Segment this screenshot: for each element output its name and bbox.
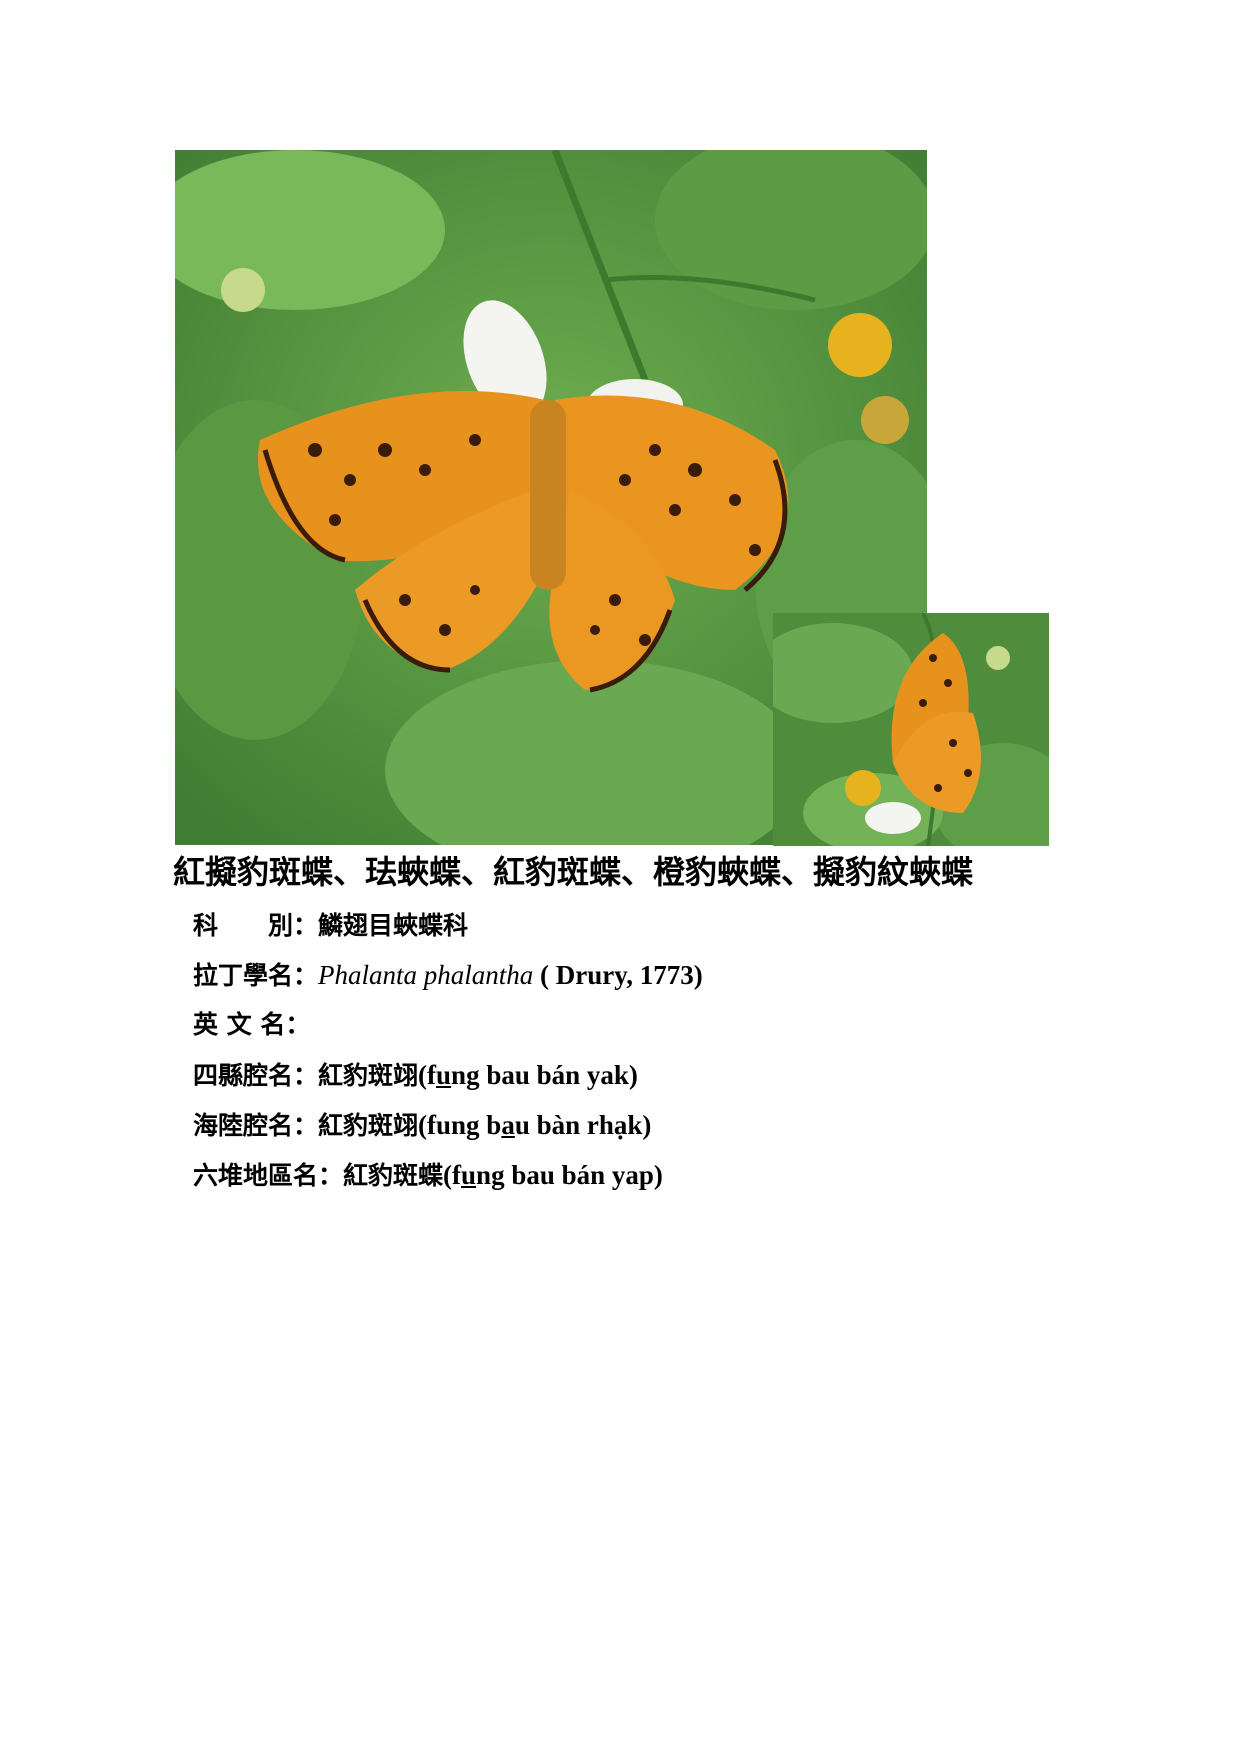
hailu-romanization-rest: u bàn rhạk): [514, 1110, 652, 1140]
liudui-chinese: 紅豹斑蝶: [343, 1161, 444, 1190]
family-value: 鱗翅目蛺蝶科: [318, 911, 469, 940]
liudui-name-row: 六堆地區名：紅豹斑蝶(fung bau bán yap): [193, 1155, 663, 1196]
sixian-romanization-open: (f: [418, 1060, 437, 1090]
liudui-romanization-open: (f: [443, 1160, 462, 1190]
english-name-row: 英 文 名：: [193, 1005, 310, 1045]
liudui-label: 六堆地區名：: [193, 1161, 344, 1190]
family-label: 科 別：: [193, 911, 319, 940]
hailu-name-row: 海陸腔名：紅豹斑翊(fung bau bàn rhạk): [193, 1105, 651, 1146]
family-row: 科 別：鱗翅目蛺蝶科: [193, 906, 468, 946]
hailu-chinese: 紅豹斑翊: [318, 1111, 419, 1140]
liudui-romanization-rest: ng bau bán yap): [476, 1160, 663, 1190]
hailu-label: 海陸腔名：: [193, 1111, 319, 1140]
butterfly-side-illustration: [773, 613, 1049, 846]
liudui-romanization-underlined: u: [461, 1160, 477, 1190]
latin-label: 拉丁學名：: [193, 961, 319, 990]
butterfly-side-photo: [773, 613, 1049, 846]
latin-name-row: 拉丁學名：Phalanta phalantha ( Drury, 1773): [193, 955, 703, 996]
english-label: 英 文 名：: [193, 1010, 311, 1039]
latin-author: ( Drury, 1773): [533, 960, 703, 990]
hailu-romanization-underlined: a: [501, 1110, 515, 1140]
page-title: 紅擬豹斑蝶、珐蛺蝶、紅豹斑蝶、橙豹蛺蝶、擬豹紋蛺蝶: [173, 853, 974, 891]
latin-binomial: Phalanta phalantha: [318, 960, 534, 990]
sixian-romanization-rest: ng bau bán yak): [451, 1060, 638, 1090]
sixian-chinese: 紅豹斑翊: [318, 1061, 419, 1090]
butterfly-side-wings: [891, 633, 981, 813]
hailu-romanization-pre: (fung b: [418, 1110, 502, 1140]
sixian-name-row: 四縣腔名：紅豹斑翊(fung bau bán yak): [193, 1055, 638, 1096]
sixian-label: 四縣腔名：: [193, 1061, 319, 1090]
wing-spots: [308, 434, 761, 646]
sixian-romanization-underlined: u: [436, 1060, 452, 1090]
